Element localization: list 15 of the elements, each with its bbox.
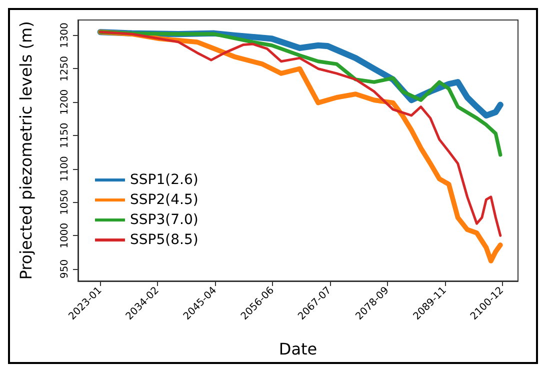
y-tick-label: 1250 xyxy=(60,56,70,82)
y-tick-label: 1050 xyxy=(60,190,70,215)
y-axis-title: Projected piezometric levels (m) xyxy=(16,21,36,280)
y-tick-label: 1100 xyxy=(60,156,70,182)
legend-label: SSP1(2.6) xyxy=(130,172,198,188)
legend-label: SSP3(7.0) xyxy=(130,212,198,228)
y-tick-label: 1300 xyxy=(60,22,70,48)
y-tick-label: 950 xyxy=(60,259,70,279)
y-tick-label: 1200 xyxy=(60,89,70,115)
legend-label: SSP2(4.5) xyxy=(130,192,198,208)
y-tick-label: 1000 xyxy=(60,222,70,248)
line-series xyxy=(98,30,502,157)
x-axis-title: Date xyxy=(278,340,318,358)
legend-label: SSP5(8.5) xyxy=(130,232,198,248)
y-tick-label: 1150 xyxy=(60,122,70,148)
